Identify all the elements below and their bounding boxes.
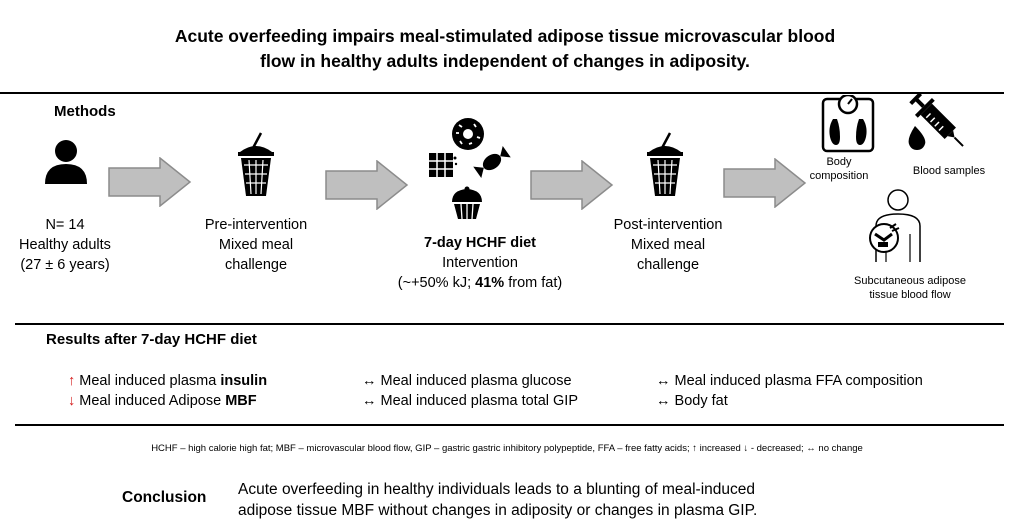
diet-line-1: 7-day HCHF diet — [424, 235, 536, 251]
conclusion-heading: Conclusion — [122, 489, 207, 506]
blood-samples-label: Blood samples — [912, 165, 986, 177]
result-insulin: ↑ Meal induced plasma insulin — [68, 373, 268, 389]
result-glucose: ↔ Meal induced plasma glucose — [362, 373, 572, 389]
chocolate-icon — [429, 153, 458, 177]
donut-icon — [452, 118, 484, 150]
methods-heading: Methods — [54, 103, 116, 120]
participants-age: (27 ± 6 years) — [20, 257, 110, 273]
conclusion-line-1: Acute overfeeding in healthy individuals… — [238, 481, 756, 498]
participants-label: N= 14 Healthy adults (27 ± 6 years) — [0, 215, 130, 275]
divider-results — [15, 323, 1004, 325]
result-gip: ↔ Meal induced plasma total GIP — [362, 393, 578, 409]
result-ffa: ↔ Meal induced plasma FFA composition — [656, 373, 923, 389]
ultrasound-person-icon — [869, 189, 921, 262]
results-col-1: ↑ Meal induced plasma insulin ↓ Meal ind… — [68, 371, 267, 411]
divider-top — [0, 92, 1004, 94]
post-line-2: Mixed meal — [630, 237, 706, 253]
page-title: Acute overfeeding impairs meal-stimulate… — [100, 24, 910, 74]
conclusion-line-2: adipose tissue MBF without changes in ad… — [238, 502, 758, 519]
pre-line-1: Pre-intervention — [204, 217, 308, 233]
conclusion-text: Acute overfeeding in healthy individuals… — [238, 479, 757, 521]
results-heading: Results after 7-day HCHF diet — [46, 331, 257, 348]
scale-icon — [821, 95, 875, 153]
post-line-3: challenge — [636, 257, 700, 273]
participants-count: N= 14 — [45, 217, 85, 233]
body-composition-label: Body composition — [809, 156, 869, 182]
divider-footnote — [15, 424, 1004, 426]
syringe-icon — [908, 92, 964, 150]
result-body-fat: ↔ Body fat — [656, 393, 728, 409]
post-intervention-label: Post-intervention Mixed meal challenge — [593, 215, 743, 275]
drink-cup-icon — [238, 132, 274, 196]
adipose-blood-flow-label: Subcutaneous adipose tissue blood flow — [854, 275, 966, 301]
title-line-1: Acute overfeeding impairs meal-stimulate… — [174, 26, 836, 46]
pre-line-3: challenge — [224, 257, 288, 273]
candy-icon — [473, 145, 511, 179]
flow-arrow-4 — [723, 158, 807, 208]
drink-cup-icon — [647, 132, 683, 196]
participants-group: Healthy adults — [19, 237, 111, 253]
diet-line-2: Intervention — [442, 255, 518, 271]
cupcake-icon — [452, 186, 482, 220]
flow-arrow-1 — [108, 157, 192, 207]
flow-arrow-3 — [530, 160, 614, 210]
post-line-1: Post-intervention — [613, 217, 723, 233]
pre-line-2: Mixed meal — [218, 237, 294, 253]
flow-arrow-2 — [325, 160, 409, 210]
results-col-3: ↔ Meal induced plasma FFA composition ↔ … — [656, 371, 923, 411]
diet-line-3: (~+50% kJ; 41% from fat) — [397, 275, 563, 291]
diet-intervention-label: 7-day HCHF diet Intervention (~+50% kJ; … — [395, 233, 565, 293]
pre-intervention-label: Pre-intervention Mixed meal challenge — [186, 215, 326, 275]
abbreviations-footnote: HCHF – high calorie high fat; MBF – micr… — [151, 443, 863, 454]
title-line-2: flow in healthy adults independent of ch… — [260, 51, 750, 71]
person-icon — [45, 140, 87, 184]
result-adipose-mbf: ↓ Meal induced Adipose MBF — [68, 393, 257, 409]
results-col-2: ↔ Meal induced plasma glucose ↔ Meal ind… — [362, 371, 578, 411]
